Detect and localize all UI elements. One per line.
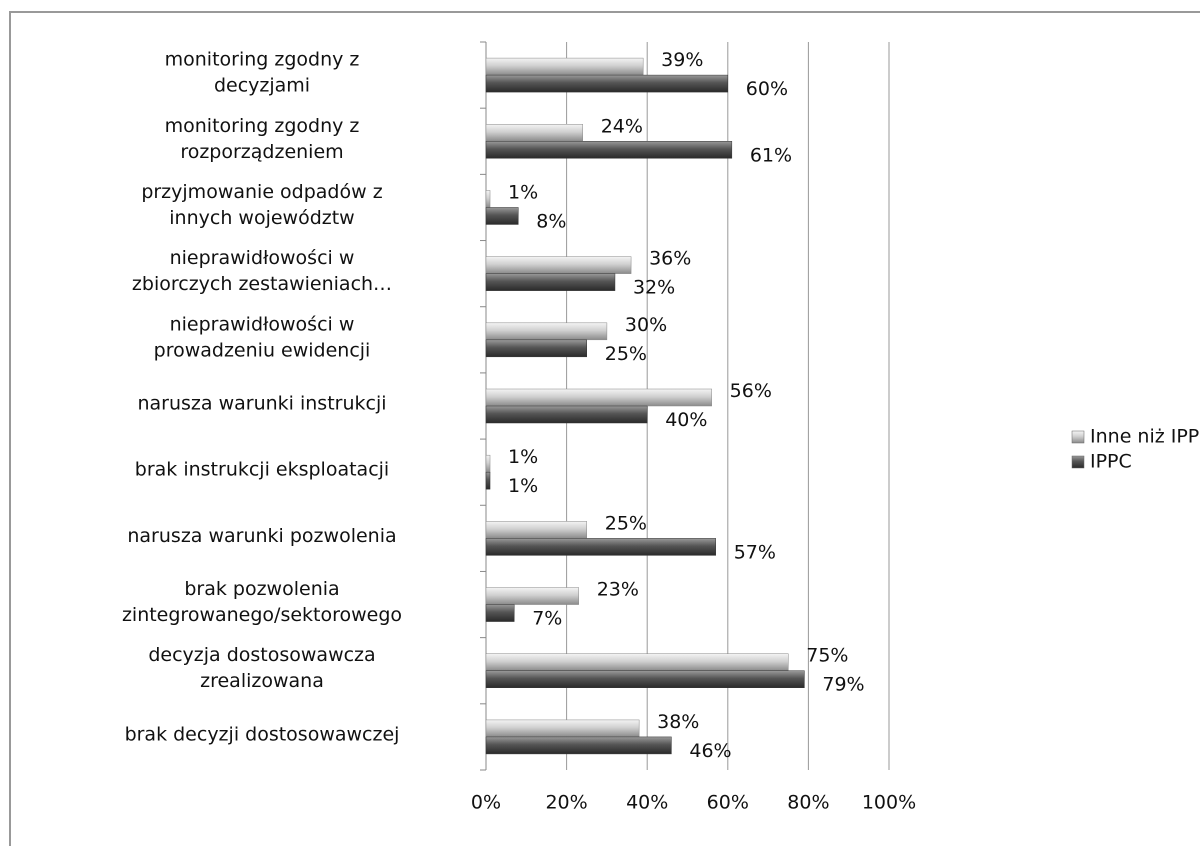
data-label: 24% bbox=[601, 115, 643, 137]
data-label: 57% bbox=[734, 541, 776, 563]
bar bbox=[485, 141, 733, 159]
data-label: 8% bbox=[536, 210, 566, 232]
legend-swatch bbox=[1071, 455, 1085, 469]
bar bbox=[485, 471, 491, 490]
data-label: 38% bbox=[657, 711, 699, 733]
bar bbox=[485, 57, 644, 76]
y-tick-label: przyjmowanie odpadów z bbox=[141, 181, 382, 203]
data-label: 7% bbox=[532, 608, 562, 630]
bar bbox=[485, 587, 579, 605]
y-tick-label: nieprawidłowości w bbox=[170, 313, 355, 335]
bar bbox=[485, 538, 716, 556]
bar bbox=[485, 736, 672, 755]
bar bbox=[485, 124, 583, 142]
data-label: 25% bbox=[605, 512, 647, 534]
bar bbox=[485, 207, 519, 225]
data-label: 1% bbox=[508, 181, 538, 203]
bar bbox=[485, 339, 587, 358]
data-label: 61% bbox=[750, 144, 792, 166]
bar bbox=[485, 388, 712, 407]
bar bbox=[485, 74, 729, 93]
x-tick-label: 100% bbox=[862, 792, 916, 814]
data-label: 32% bbox=[633, 277, 675, 299]
data-label: 79% bbox=[822, 674, 864, 696]
bar bbox=[485, 604, 515, 622]
data-label: 30% bbox=[625, 314, 667, 336]
data-label: 36% bbox=[649, 248, 691, 270]
bar bbox=[485, 256, 632, 274]
legend-label: IPPC bbox=[1090, 451, 1132, 473]
bar bbox=[485, 653, 789, 671]
x-tick-label: 20% bbox=[545, 792, 587, 814]
bar bbox=[485, 670, 805, 688]
bar bbox=[485, 190, 491, 208]
data-label: 39% bbox=[661, 49, 703, 71]
y-tick-label: decyzjami bbox=[214, 75, 310, 97]
bar bbox=[485, 322, 608, 341]
y-tick-label: zintegrowanego/sektorowego bbox=[122, 604, 402, 626]
data-label: 60% bbox=[746, 78, 788, 100]
x-tick-label: 40% bbox=[626, 792, 668, 814]
bar bbox=[485, 405, 648, 424]
data-label: 23% bbox=[597, 579, 639, 601]
y-tick-label: brak instrukcji eksploatacji bbox=[135, 459, 389, 481]
bar bbox=[485, 273, 616, 291]
y-tick-label: brak decyzji dostosowawczej bbox=[125, 723, 400, 745]
y-tick-label: brak pozwolenia bbox=[184, 578, 339, 600]
y-tick-label: innych województw bbox=[169, 207, 354, 229]
y-tick-label: zbiorczych zestawieniach… bbox=[132, 273, 392, 295]
y-tick-label: zrealizowana bbox=[200, 670, 324, 692]
data-label: 75% bbox=[806, 645, 848, 667]
y-tick-label: rozporządzeniem bbox=[180, 141, 343, 163]
y-tick-label: decyzja dostosowawcza bbox=[148, 644, 375, 666]
y-tick-label: nieprawidłowości w bbox=[170, 247, 355, 269]
data-label: 46% bbox=[689, 740, 731, 762]
chart-frame bbox=[9, 11, 1200, 846]
y-tick-label: narusza warunki instrukcji bbox=[137, 393, 386, 415]
y-tick-label: narusza warunki pozwolenia bbox=[127, 525, 396, 547]
y-tick-label: monitoring zgodny z bbox=[165, 49, 360, 71]
legend-swatch bbox=[1071, 430, 1085, 444]
data-label: 56% bbox=[730, 380, 772, 402]
x-tick-label: 0% bbox=[471, 792, 501, 814]
data-label: 25% bbox=[605, 343, 647, 365]
data-label: 1% bbox=[508, 475, 538, 497]
legend-label: Inne niż IPPC bbox=[1090, 426, 1200, 448]
bar bbox=[485, 521, 587, 539]
data-label: 40% bbox=[665, 409, 707, 431]
bar bbox=[485, 719, 640, 738]
data-label: 1% bbox=[508, 446, 538, 468]
bar bbox=[485, 454, 491, 473]
x-tick-label: 80% bbox=[787, 792, 829, 814]
y-tick-label: prowadzeniu ewidencji bbox=[154, 339, 371, 361]
y-tick-label: monitoring zgodny z bbox=[165, 115, 360, 137]
x-tick-label: 60% bbox=[707, 792, 749, 814]
